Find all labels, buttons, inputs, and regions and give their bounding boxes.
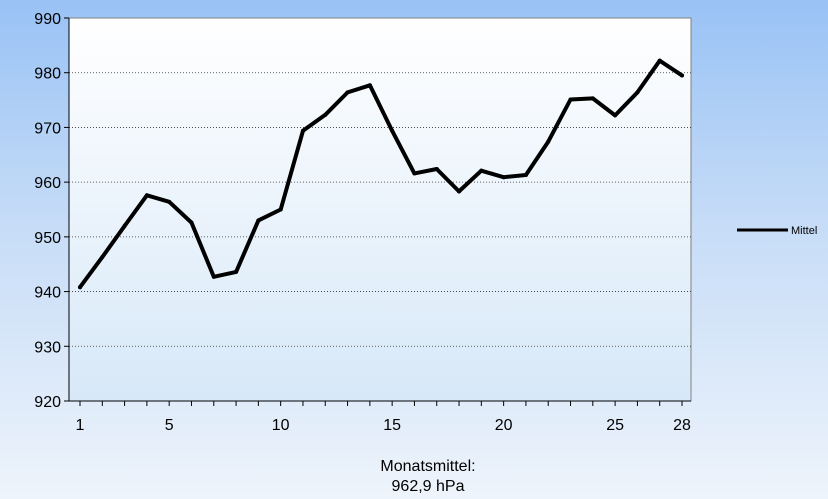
- data-point: [122, 223, 127, 228]
- plot-area: [68, 17, 692, 402]
- data-point: [100, 255, 105, 260]
- data-point: [568, 97, 573, 102]
- y-tick-label: 930: [34, 339, 61, 356]
- y-tick-label: 950: [34, 230, 61, 247]
- data-point: [412, 171, 417, 176]
- data-point: [546, 139, 551, 144]
- data-point: [590, 96, 595, 101]
- data-point: [613, 113, 618, 118]
- y-tick-label: 940: [34, 285, 61, 302]
- data-point: [278, 207, 283, 212]
- y-tick-label: 970: [34, 120, 61, 137]
- data-point: [345, 90, 350, 95]
- x-tick-label: 1: [76, 417, 85, 434]
- data-point: [144, 193, 149, 198]
- x-tick-label: 25: [606, 417, 624, 434]
- y-tick-label: 960: [34, 175, 61, 192]
- x-tick-label: 15: [383, 417, 401, 434]
- data-point: [635, 90, 640, 95]
- data-point: [523, 173, 528, 178]
- data-point: [189, 220, 194, 225]
- series-line-0: [78, 58, 684, 290]
- y-tick-label: 990: [34, 11, 61, 28]
- data-point: [256, 218, 261, 223]
- data-point: [680, 73, 684, 78]
- x-tick-label: 10: [272, 417, 290, 434]
- data-point: [300, 128, 305, 133]
- data-point: [78, 285, 82, 290]
- data-point: [657, 58, 662, 63]
- data-point: [211, 274, 216, 279]
- data-point: [323, 112, 328, 117]
- data-point: [434, 167, 439, 172]
- legend: Mittel: [737, 225, 817, 237]
- series-layer: [78, 58, 684, 290]
- y-tick-label: 980: [34, 66, 61, 83]
- data-point: [167, 199, 172, 204]
- x-tick-label: 28: [673, 417, 691, 434]
- legend-label-mittel: Mittel: [791, 225, 817, 237]
- data-point: [479, 168, 484, 173]
- data-point: [234, 269, 239, 274]
- axes: [64, 17, 691, 406]
- caption-line-2: 962,9 hPa: [392, 478, 465, 495]
- data-point: [457, 189, 462, 194]
- y-tick-label: 920: [34, 394, 61, 411]
- data-point: [367, 83, 372, 88]
- data-point: [390, 128, 395, 133]
- data-point: [501, 175, 506, 180]
- x-tick-label: 20: [495, 417, 513, 434]
- x-tick-label: 5: [165, 417, 174, 434]
- caption-line-1: Monatsmittel:: [380, 458, 475, 475]
